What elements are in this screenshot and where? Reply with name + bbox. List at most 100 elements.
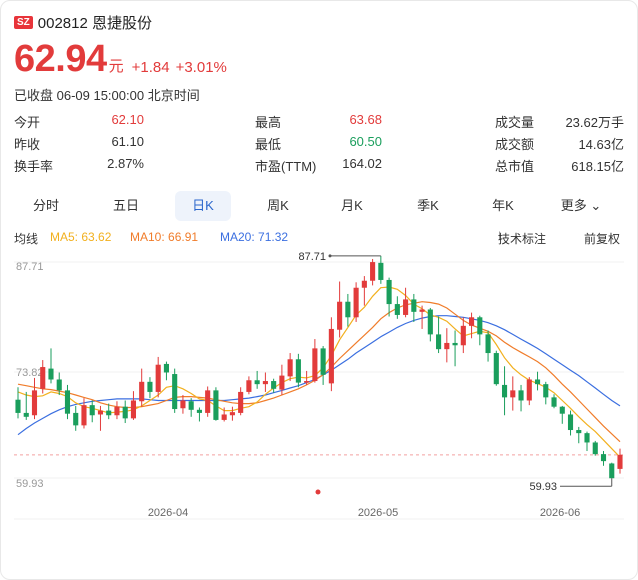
adjust-button[interactable]: 前复权: [584, 232, 621, 246]
stat-label: 市盈(TTM): [255, 159, 317, 174]
candle-body: [48, 368, 54, 380]
stock-name: 002812 恩捷股份: [37, 15, 153, 32]
tab-3[interactable]: 周K: [250, 191, 306, 221]
candle-body: [386, 279, 392, 305]
stat-label: 今开: [14, 115, 41, 130]
candle-body: [501, 384, 508, 398]
candle-body: [411, 299, 417, 312]
candle-body: [312, 348, 318, 382]
candle-body: [510, 390, 516, 398]
x-tick-label: 2026-05: [358, 507, 398, 519]
candle-body: [436, 334, 442, 350]
stat-value: 23.62万手: [565, 115, 624, 130]
candle-body: [271, 381, 277, 389]
candle-body: [56, 379, 62, 391]
high-annotation-dot: [328, 254, 332, 258]
candle-body: [238, 391, 244, 413]
candle-body: [229, 412, 235, 416]
stat-value: 63.68: [349, 112, 382, 127]
candle-body: [361, 280, 367, 288]
candle-body: [213, 390, 219, 420]
price-unit: 元: [108, 58, 124, 75]
tab-label: 季K: [417, 198, 439, 213]
candle-body: [147, 381, 153, 392]
candle-body: [485, 334, 491, 354]
current-price: 62.94: [14, 38, 107, 80]
candle-body: [254, 380, 260, 385]
candle-body: [444, 342, 450, 350]
stat-value: 618.15亿: [571, 159, 624, 174]
candle-body: [196, 409, 202, 413]
candle-body: [584, 433, 590, 443]
candle-body: [188, 401, 194, 410]
tab-4[interactable]: 月K: [324, 191, 380, 221]
candle-body: [394, 304, 400, 315]
stat-label: 昨收: [14, 137, 41, 152]
market-badge: SZ: [14, 16, 33, 29]
candle-body: [262, 381, 268, 385]
candle-body: [139, 381, 145, 402]
x-tick-label: 2026-04: [148, 507, 188, 519]
ma-label: 均线: [14, 232, 39, 246]
price-change: +1.84: [131, 59, 170, 76]
tab-label: 五日: [112, 198, 139, 213]
candle-body: [493, 353, 499, 385]
tab-label: 分时: [32, 198, 59, 213]
indicator-label: 技术标注: [498, 232, 547, 246]
candle-body: [97, 410, 104, 415]
candle-body: [559, 406, 565, 414]
candle-body: [180, 400, 186, 409]
candle-body: [403, 299, 409, 315]
tab-7[interactable]: 更多 ⌄: [553, 191, 609, 221]
period-tabs: 分时 五日 日K 周K 月K 季K 年K 更多 ⌄: [14, 191, 624, 221]
tab-5[interactable]: 季K: [400, 191, 456, 221]
candle-body: [534, 379, 541, 385]
candle-body: [31, 390, 38, 416]
candle-body: [155, 364, 161, 392]
tab-6[interactable]: 年K: [475, 191, 531, 221]
candle-body: [81, 405, 87, 426]
candle-body: [163, 363, 169, 373]
candle-body: [600, 454, 607, 462]
stat-label: 最高: [255, 115, 282, 130]
candle-body: [130, 400, 137, 419]
candle-body: [295, 359, 301, 383]
stock-header: SZ 002812 恩捷股份: [14, 12, 152, 33]
tab-2[interactable]: 日K: [175, 191, 231, 221]
candle-body: [122, 406, 128, 419]
candle-body: [427, 309, 433, 335]
candle-body: [23, 412, 29, 417]
candle-body: [320, 348, 326, 375]
stat-value: 60.50: [349, 134, 382, 149]
candle-body: [567, 414, 574, 431]
candle-body: [378, 262, 384, 280]
candle-body: [114, 406, 120, 416]
tab-label: 周K: [267, 198, 289, 213]
candle-body: [617, 454, 623, 469]
candle-body: [543, 384, 549, 398]
candle-body: [518, 390, 524, 401]
candle-body: [576, 430, 582, 434]
tab-0[interactable]: 分时: [18, 191, 74, 221]
stat-label: 最低: [255, 137, 282, 152]
low-annotation-label: 59.93: [529, 481, 557, 493]
stat-label: 成交额: [495, 137, 535, 152]
candle-body: [89, 405, 95, 416]
candle-body: [452, 342, 458, 346]
candle-body: [40, 367, 46, 389]
tab-label: 日K: [192, 198, 214, 213]
stat-label: 成交量: [495, 115, 535, 130]
y-tick-label: 87.71: [16, 261, 44, 273]
ma20-value: MA20: 71.32: [220, 230, 289, 244]
chevron-down-icon: ⌄: [586, 198, 602, 213]
tab-1[interactable]: 五日: [98, 191, 154, 221]
stat-label: 换手率: [14, 159, 54, 174]
x-tick-label: 2026-06: [540, 507, 580, 519]
candle-body: [526, 379, 532, 401]
candle-body: [304, 381, 310, 383]
candle-body: [205, 390, 211, 413]
candle-body: [279, 375, 285, 390]
stats-grid: 今开 62.10 昨收 61.10 换手率 2.87% 最高 63.68 最低 60.50 市盈(T…: [14, 112, 624, 182]
candle-body: [551, 397, 557, 407]
